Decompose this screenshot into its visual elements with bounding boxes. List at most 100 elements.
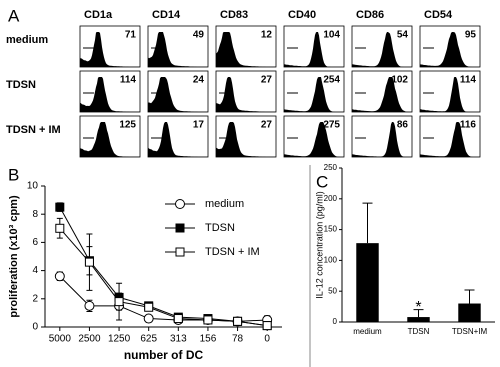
mfi-value: 95 [465, 30, 477, 41]
point-marker [262, 321, 272, 331]
point-marker [55, 223, 65, 233]
panel-label: C [316, 172, 328, 191]
x-axis-label: number of DC [124, 348, 204, 362]
point-marker [55, 202, 65, 212]
histogram-shape [352, 122, 412, 157]
legend-marker [175, 223, 185, 233]
y-tick-label: 250 [324, 163, 338, 172]
mfi-value: 54 [397, 30, 409, 41]
histogram-shape [284, 32, 344, 67]
y-tick-label: 200 [324, 194, 338, 203]
point-marker [233, 316, 243, 326]
mfi-value: 104 [323, 30, 340, 41]
bar [356, 243, 379, 322]
mfi-value: 17 [193, 120, 205, 131]
series-line [59, 227, 268, 327]
mfi-value: 102 [391, 75, 408, 86]
histogram-shape [352, 32, 412, 67]
point-marker [203, 315, 213, 325]
histogram-shape [352, 77, 412, 112]
x-tick-label: 313 [170, 334, 187, 345]
legend-marker [175, 247, 185, 257]
legend-label: TDSN + IM [205, 246, 260, 258]
column-header: CD40 [288, 9, 316, 21]
error-bar [464, 289, 475, 304]
mfi-value: 86 [397, 120, 409, 131]
column-header: CD83 [220, 9, 248, 21]
point-marker [84, 257, 94, 267]
mfi-value: 27 [261, 120, 273, 131]
panel-label: A [8, 6, 20, 25]
y-tick-label: 150 [324, 225, 338, 234]
mfi-value: 254 [323, 75, 340, 86]
histogram-shape [216, 122, 276, 157]
column-header: CD14 [152, 9, 181, 21]
error-bar [362, 202, 373, 244]
bar [458, 303, 481, 322]
x-tick-label: medium [353, 327, 382, 336]
x-tick-label: 625 [140, 334, 157, 345]
histogram-shape [148, 122, 208, 157]
mfi-value: 125 [119, 120, 136, 131]
histogram-shape [216, 77, 276, 112]
column-header: CD54 [424, 9, 453, 21]
series-line [59, 275, 268, 322]
mfi-value: 275 [323, 120, 340, 131]
histogram-shape [420, 77, 480, 112]
histogram-shape [148, 77, 208, 112]
mfi-value: 12 [261, 30, 273, 41]
point-marker [84, 300, 95, 311]
histogram-shape [80, 122, 140, 157]
legend-label: medium [205, 198, 244, 210]
point-marker [143, 313, 154, 324]
legend-marker [175, 199, 185, 209]
histogram-shape [420, 32, 480, 67]
mfi-value: 24 [193, 75, 205, 86]
point-marker [144, 302, 154, 312]
histogram-shape [80, 32, 140, 67]
mfi-value: 71 [125, 30, 137, 41]
mfi-value: 114 [120, 75, 137, 86]
histogram-shape [216, 32, 276, 67]
column-header: CD86 [356, 9, 384, 21]
histogram-shape [420, 122, 480, 157]
y-tick-label: 6 [32, 237, 38, 248]
panel-label: B [8, 165, 19, 184]
legend-label: TDSN [205, 222, 235, 234]
mfi-value: 114 [460, 75, 477, 86]
x-tick-label: TDSN [408, 327, 430, 336]
y-tick-label: 100 [324, 256, 338, 265]
point-marker [54, 271, 65, 282]
histogram-shape [80, 77, 140, 112]
y-tick-label: 0 [32, 322, 38, 333]
row-label: medium [6, 34, 48, 46]
x-tick-label: 2500 [78, 334, 101, 345]
histogram-shape [284, 122, 344, 157]
row-label: TDSN + IM [6, 124, 61, 136]
histogram-tile [79, 70, 141, 113]
y-tick-label: 10 [27, 181, 39, 192]
x-tick-label: 5000 [49, 334, 72, 345]
point-marker [173, 314, 183, 324]
histogram-shape [148, 32, 208, 67]
y-tick-label: 50 [328, 286, 337, 295]
y-axis-label: IL-12 concentration (pg/ml) [314, 191, 324, 299]
annotation: * [415, 299, 421, 316]
row-label: TDSN [6, 79, 36, 91]
x-tick-label: 0 [264, 334, 270, 345]
x-tick-label: 156 [200, 334, 217, 345]
histogram-shape [284, 77, 344, 112]
x-tick-label: TDSN+IM [452, 327, 488, 336]
y-tick-label: 4 [32, 265, 38, 276]
y-tick-label: 2 [32, 293, 38, 304]
point-marker [114, 297, 124, 307]
mfi-value: 27 [261, 75, 273, 86]
y-tick-label: 8 [32, 209, 38, 220]
histogram-tile [351, 115, 413, 158]
mfi-value: 116 [460, 120, 477, 131]
x-tick-label: 78 [232, 334, 244, 345]
x-tick-label: 1250 [108, 334, 131, 345]
y-axis-label: proliferation (x10³ cpm) [8, 195, 20, 318]
